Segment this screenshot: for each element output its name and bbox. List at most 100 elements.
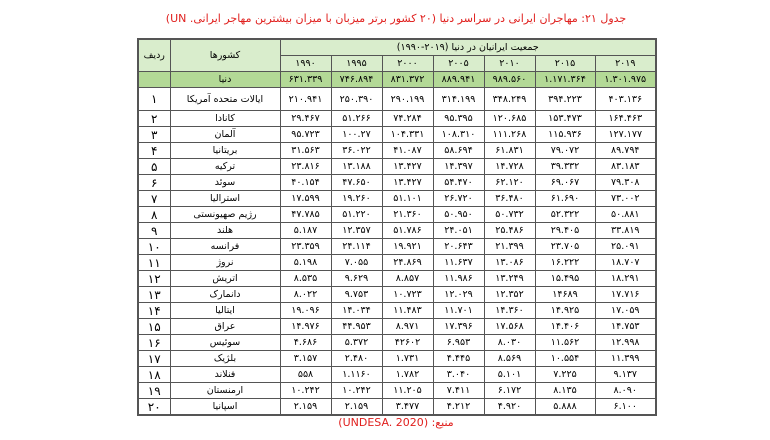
value-cell: ۹.۶۲۹ <box>330 270 383 287</box>
rank-cell: ۱۰ <box>137 238 171 255</box>
rank-cell: ۱۵ <box>137 318 171 335</box>
table-row: ۱۲ اتریش ۸.۵۳۵ ۹.۶۲۹ ۸.۸۵۷ ۱۱.۹۸۶ ۱۳.۲۴۹ ۱۵.۴۹۵… <box>137 270 657 287</box>
value-cell: ۵۰.۸۸۱ <box>594 206 657 223</box>
rank-cell: ۵ <box>137 158 171 175</box>
value-cell: ۱۵.۴۹۵ <box>534 270 596 287</box>
value-cell: ۹۵.۳۹۵ <box>432 110 485 127</box>
value-cell: ۳۶.۰۲۲ <box>330 142 383 159</box>
country-cell: اتریش <box>169 270 281 287</box>
value-cell: ۵۰.۹۵۰ <box>432 206 485 223</box>
value-cell: ۶۱.۶۹۰ <box>534 190 596 207</box>
value-cell: ۱۴۶۸۹ <box>534 286 596 303</box>
value-cell: ۲۹.۴۰۵ <box>534 222 596 239</box>
value-cell: ۱۴.۹۲۵ <box>534 302 596 319</box>
value-cell: ۲۹۰.۱۹۹ <box>381 87 434 111</box>
value-cell: ۱۷.۵۹۹ <box>279 190 332 207</box>
value-cell: ۶.۱۷۲ <box>483 382 536 399</box>
value-cell: ۲۱۰.۹۴۱ <box>279 87 332 111</box>
value-cell: ۱۳.۱۸۸ <box>330 158 383 175</box>
value-cell: ۶.۹۵۳ <box>432 334 485 351</box>
rank-cell: ۴ <box>137 142 171 159</box>
value-cell: ۶۲.۱۲۰ <box>483 174 536 191</box>
value-cell: ۲۳.۳۵۹ <box>279 238 332 255</box>
value-cell: ۱۰۸.۳۱۰ <box>432 126 485 143</box>
value-cell: ۱۵۳.۴۷۳ <box>534 110 596 127</box>
value-cell: ۷.۴۱۱ <box>432 382 485 399</box>
value-cell: ۵۵۸ <box>279 366 332 383</box>
rank-cell: ۱۳ <box>137 286 171 303</box>
country-cell: هلند <box>169 222 281 239</box>
country-cell: دانمارک <box>169 286 281 303</box>
value-cell: ۲۶.۷۲۰ <box>432 190 485 207</box>
value-cell: ۲۰.۶۴۳ <box>432 238 485 255</box>
value-cell: ۱۹.۲۶۰ <box>330 190 383 207</box>
value-cell: ۱۱.۶۳۷ <box>432 254 485 271</box>
value-cell: ۵.۱۰۱ <box>483 366 536 383</box>
value-cell: ۹.۷۵۳ <box>330 286 383 303</box>
world-value: ۹۸۹.۵۶۰ <box>483 71 536 88</box>
header-group: جمعیت ایرانیان در دنیا (۲۰۱۹-۱۹۹۰) <box>279 38 657 56</box>
value-cell: ۱۴.۰۳۴ <box>330 302 383 319</box>
value-cell: ۱۰۴.۳۳۱ <box>381 126 434 143</box>
value-cell: ۲۱.۳۶۰ <box>381 206 434 223</box>
value-cell: ۳.۰۴۰ <box>432 366 485 383</box>
value-cell: ۳۴۸.۲۴۹ <box>483 87 536 111</box>
country-cell: کانادا <box>169 110 281 127</box>
header-year: ۲۰۰۰ <box>381 55 434 72</box>
value-cell: ۱.۷۸۲ <box>381 366 434 383</box>
value-cell: ۱۲.۰۲۹ <box>432 286 485 303</box>
value-cell: ۱۹.۰۹۶ <box>279 302 332 319</box>
value-cell: ۱۱.۳۹۹ <box>594 350 657 367</box>
value-cell: ۱۴.۷۲۸ <box>483 158 536 175</box>
value-cell: ۳۶.۴۸۰ <box>483 190 536 207</box>
value-cell: ۷۳.۰۰۲ <box>594 190 657 207</box>
value-cell: ۴۲۶۰۲ <box>381 334 434 351</box>
value-cell: ۴۱.۰۸۷ <box>381 142 434 159</box>
rank-cell: ۱۴ <box>137 302 171 319</box>
value-cell: ۷۹.۰۷۲ <box>534 142 596 159</box>
value-cell: ۲۵۰.۳۹۰ <box>330 87 383 111</box>
world-row: دنیا ۶۳۱.۳۳۹ ۷۴۶.۸۹۴ ۸۳۱.۳۷۲ ۸۸۹.۹۴۱ ۹۸۹.۵۶۰… <box>137 71 657 88</box>
world-value: ۸۳۱.۳۷۲ <box>381 71 434 88</box>
rank-cell: ۳ <box>137 126 171 143</box>
table-caption: جدول ۲۱: مهاجران ایرانی در سراسر دنیا (۲… <box>165 12 627 25</box>
value-cell: ۴۴.۹۵۳ <box>330 318 383 335</box>
country-cell: ترکیه <box>169 158 281 175</box>
table-row: ۱۷ بلژیک ۳.۱۵۷ ۲.۴۸۰ ۱.۷۳۱ ۴.۴۴۵ ۸.۵۶۹ ۱۰.۵۵۴ ۱۱… <box>137 350 657 367</box>
value-cell: ۲.۱۵۹ <box>330 398 383 416</box>
value-cell: ۶.۱۰۰ <box>594 398 657 416</box>
rank-cell: ۱۷ <box>137 350 171 367</box>
rank-cell: ۹ <box>137 222 171 239</box>
value-cell: ۱۴.۷۵۳ <box>594 318 657 335</box>
value-cell: ۲۵.۰۹۱ <box>594 238 657 255</box>
value-cell: ۱۲۰.۶۸۵ <box>483 110 536 127</box>
value-cell: ۱۰.۵۵۴ <box>534 350 596 367</box>
table-row: ۳ آلمان ۹۵.۷۲۳ ۱۰۰.۲۷ ۱۰۴.۳۳۱ ۱۰۸.۳۱۰ ۱۱۱.۲۶۸ ۱… <box>137 126 657 143</box>
value-cell: ۵.۳۷۲ <box>330 334 383 351</box>
value-cell: ۸۳.۱۸۳ <box>594 158 657 175</box>
value-cell: ۲۹.۴۶۷ <box>279 110 332 127</box>
header-year: ۲۰۱۵ <box>534 55 596 72</box>
value-cell: ۱۷.۳۹۶ <box>432 318 485 335</box>
world-label: دنیا <box>169 71 281 88</box>
table-row: ۱۰ فرانسه ۲۳.۳۵۹ ۲۴.۱۱۴ ۱۹.۹۲۱ ۲۰.۶۴۳ ۲۱.۳۹۹ ۲۳… <box>137 238 657 255</box>
value-cell: ۱۱.۲۰۵ <box>381 382 434 399</box>
table-row: ۱۸ فنلاند ۵۵۸ ۱.۱۱۶۰ ۱.۷۸۲ ۳.۰۴۰ ۵.۱۰۱ ۷.۲۲۵ ۹.۱… <box>137 366 657 383</box>
value-cell: ۲۳.۷۰۵ <box>534 238 596 255</box>
value-cell: ۱۴.۳۹۷ <box>432 158 485 175</box>
value-cell: ۱۰۰.۲۷ <box>330 126 383 143</box>
value-cell: ۷.۰۵۵ <box>330 254 383 271</box>
value-cell: ۱۲.۳۵۷ <box>330 222 383 239</box>
value-cell: ۱۷.۵۶۸ <box>483 318 536 335</box>
value-cell: ۵۸.۶۹۴ <box>432 142 485 159</box>
value-cell: ۷.۲۲۵ <box>534 366 596 383</box>
rank-cell: ۱ <box>137 87 171 111</box>
country-cell: فنلاند <box>169 366 281 383</box>
country-cell: استرالیا <box>169 190 281 207</box>
table-row: ۱۵ عراق ۱۴.۹۷۶ ۴۴.۹۵۳ ۸.۹۷۱ ۱۷.۳۹۶ ۱۷.۵۶۸ ۱۴.۴۰… <box>137 318 657 335</box>
source-note: منبع: (UNDESA. 2020) <box>338 416 454 429</box>
value-cell: ۱۲.۹۹۸ <box>594 334 657 351</box>
table-row: ۸ رژیم صهیونستی ۴۷.۷۸۵ ۵۱.۲۲۰ ۲۱.۳۶۰ ۵۰.۹۵۰ ۵۰… <box>137 206 657 223</box>
value-cell: ۴۰۳.۱۳۶ <box>594 87 657 111</box>
value-cell: ۱۳.۲۴۹ <box>483 270 536 287</box>
